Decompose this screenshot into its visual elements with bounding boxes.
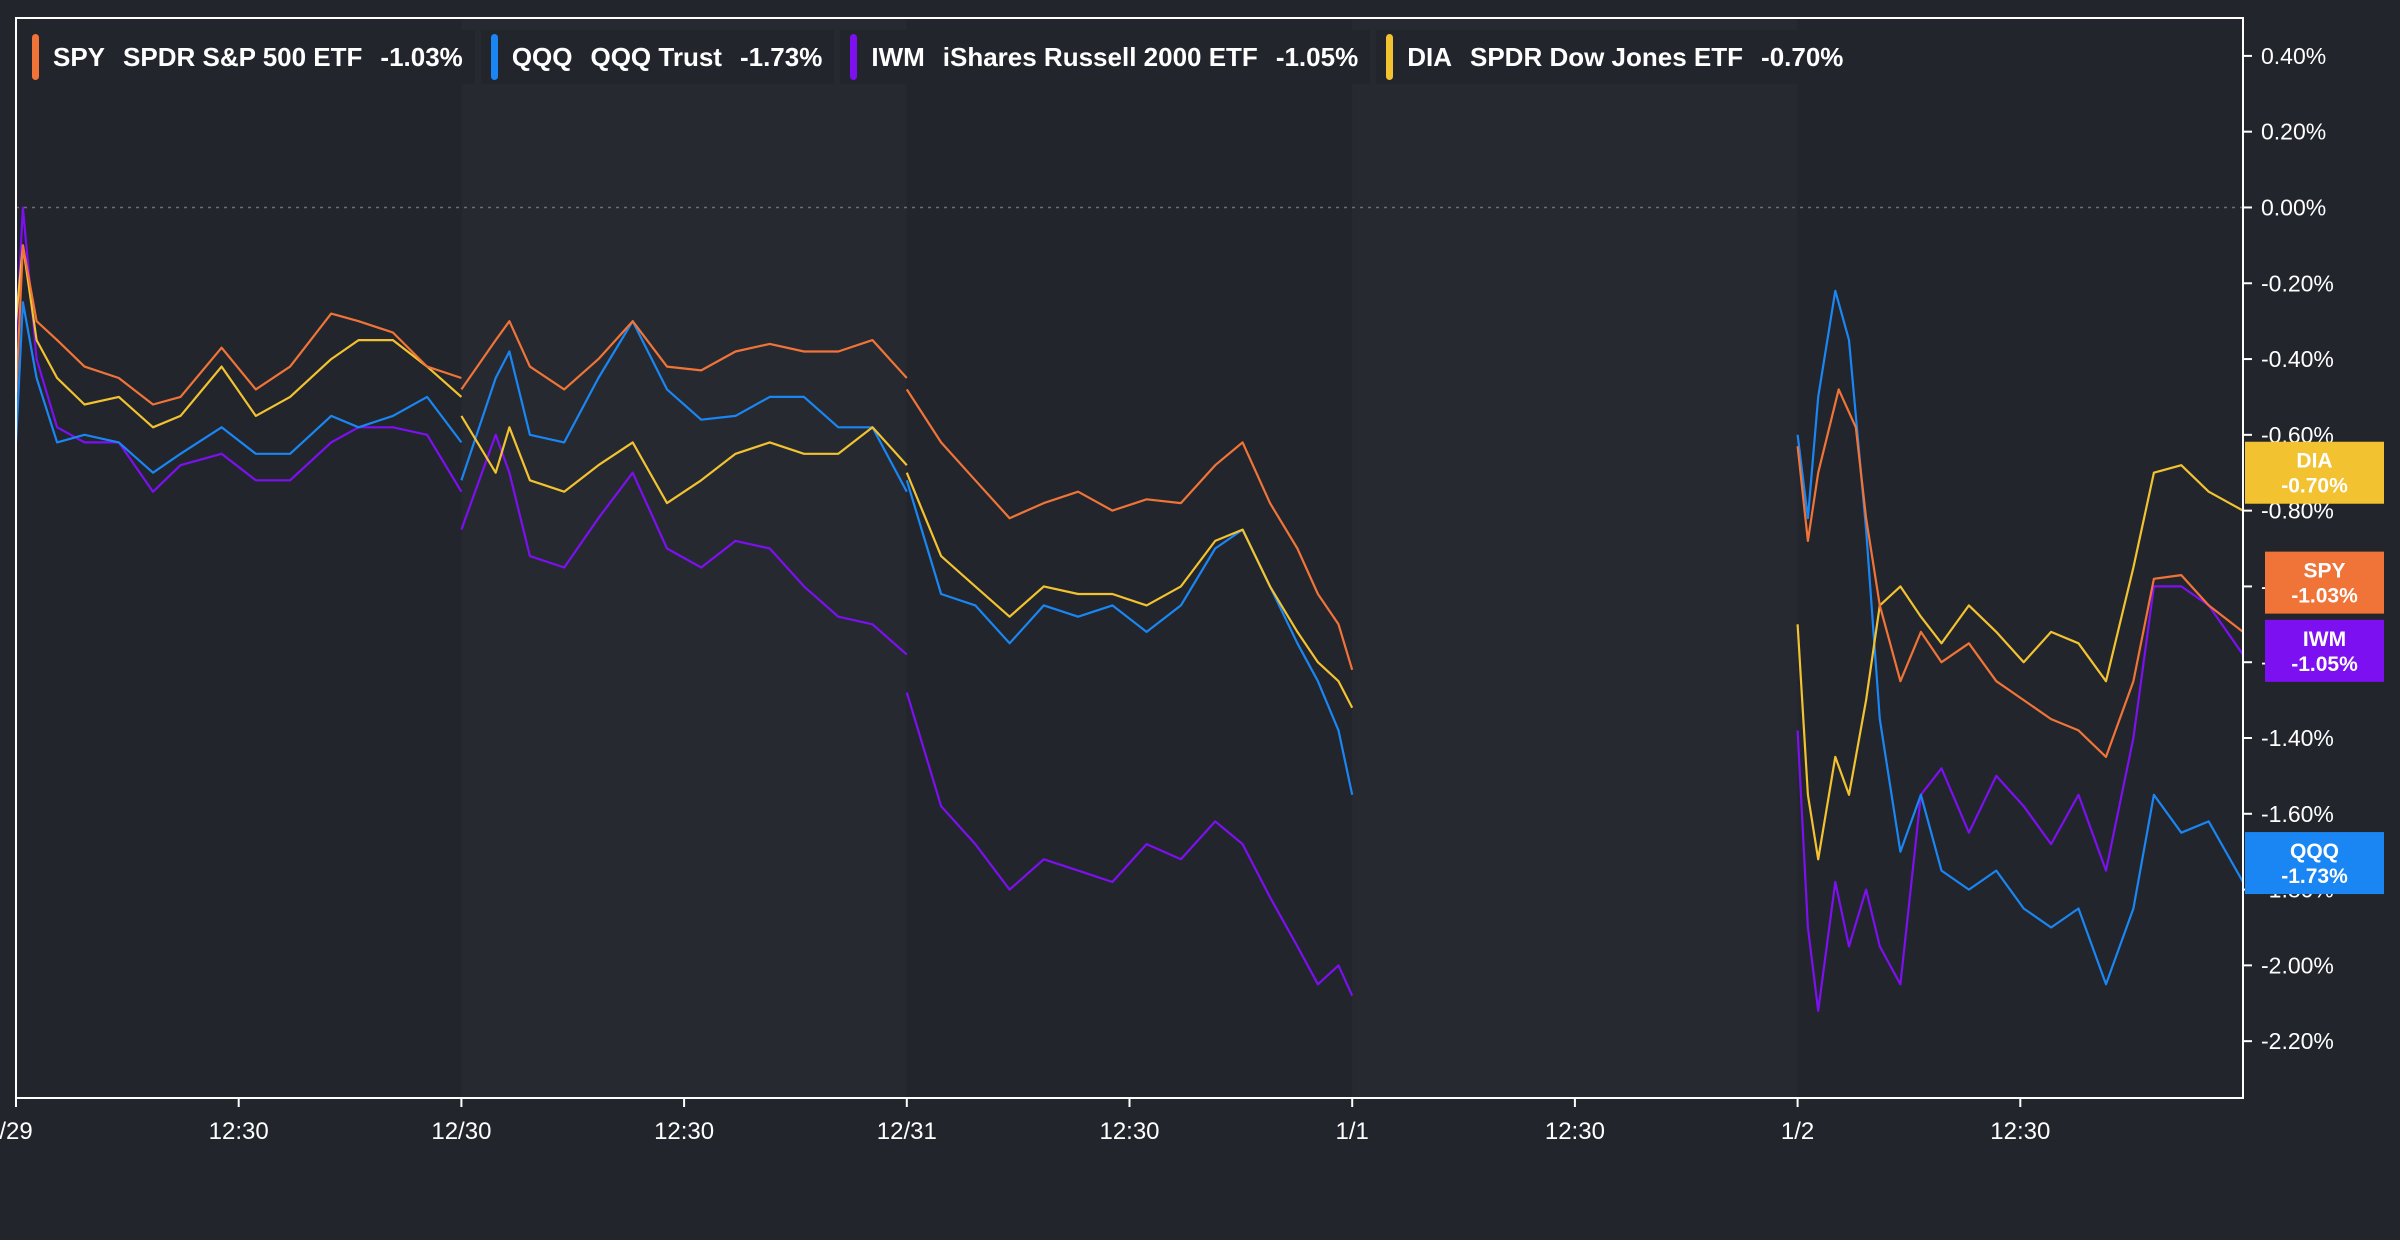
x-tick-label: 1/1 <box>1336 1118 1369 1145</box>
end-label-box <box>2245 832 2384 895</box>
end-label-symbol: SPY <box>2303 560 2345 583</box>
series-line-dia <box>1796 464 2244 861</box>
legend-swatch <box>850 34 858 80</box>
legend-item-dia[interactable]: DIA SPDR Dow Jones ETF -0.70% <box>1376 30 1856 84</box>
legend-name: SPDR S&P 500 ETF <box>123 41 363 72</box>
legend-change: -0.70% <box>1761 41 1844 72</box>
x-tick-label: 12/31 <box>877 1118 937 1145</box>
y-tick-label: 0.20% <box>2261 119 2326 145</box>
legend-symbol: SPY <box>53 41 106 72</box>
x-tick-label: /29 <box>0 1118 33 1145</box>
legend-swatch <box>32 34 39 80</box>
series-line-qqq <box>1796 289 2244 986</box>
legend-swatch <box>1386 34 1394 80</box>
end-label-box <box>2265 619 2384 682</box>
end-label-spy: SPY-1.03% <box>2265 551 2384 614</box>
x-tick-label: 12:30 <box>1990 1118 2050 1145</box>
legend-name: iShares Russell 2000 ETF <box>942 41 1258 72</box>
session-band <box>906 18 1353 1098</box>
series-line-dia <box>14 244 463 429</box>
legend-name: SPDR Dow Jones ETF <box>1469 41 1744 72</box>
series-line-qqq <box>14 301 463 474</box>
series-lines <box>14 206 2244 1012</box>
legend-change: -1.73% <box>739 41 823 72</box>
legend-name: QQQ Trust <box>590 41 722 72</box>
series-line-qqq <box>905 479 1354 796</box>
end-label-box <box>2245 441 2384 504</box>
series-line-dia <box>905 472 1354 709</box>
legend: SPY SPDR S&P 500 ETF -1.03% QQQ QQQ Trus… <box>22 30 1861 84</box>
y-tick-label: -1.40% <box>2261 725 2334 751</box>
y-tick-label: 0.00% <box>2261 194 2326 220</box>
session-band <box>1797 18 2243 1098</box>
end-label-value: -1.73% <box>2281 865 2348 888</box>
session-band <box>16 18 462 1098</box>
series-line-spy <box>905 388 1354 671</box>
x-tick-label: 12:30 <box>1545 1118 1605 1145</box>
x-tick-label: 1/2 <box>1781 1118 1814 1145</box>
series-line-iwm <box>460 433 908 656</box>
end-value-labels: DIA-0.70%SPY-1.03%IWM-1.05%QQQ-1.73% <box>2245 441 2384 895</box>
session-band <box>1352 18 1798 1098</box>
series-line-spy <box>1796 388 2244 758</box>
series-line-dia <box>460 415 908 505</box>
end-label-value: -1.03% <box>2291 585 2358 608</box>
series-line-iwm <box>905 692 1354 997</box>
x-tick-label: 12:30 <box>654 1118 714 1145</box>
series-line-iwm <box>14 206 463 493</box>
y-tick-label: -0.40% <box>2261 346 2334 372</box>
series-line-spy <box>14 244 462 406</box>
series-line-qqq <box>460 320 908 493</box>
end-label-symbol: QQQ <box>2290 840 2339 863</box>
y-tick-label: -2.00% <box>2261 952 2334 978</box>
series-line-iwm <box>1796 585 2244 1012</box>
legend-item-qqq[interactable]: QQQ QQQ Trust -1.73% <box>480 30 835 84</box>
end-label-value: -0.70% <box>2281 475 2348 498</box>
y-tick-label: -2.20% <box>2261 1028 2334 1054</box>
end-label-iwm: IWM-1.05% <box>2265 619 2384 682</box>
end-label-box <box>2265 551 2384 614</box>
y-tick-label: 0.40% <box>2261 43 2326 69</box>
legend-symbol: QQQ <box>511 41 573 72</box>
legend-symbol: IWM <box>871 41 925 72</box>
end-label-value: -1.05% <box>2291 653 2358 676</box>
legend-change: -1.05% <box>1275 41 1359 72</box>
legend-item-iwm[interactable]: IWM iShares Russell 2000 ETF -1.05% <box>840 30 1371 84</box>
end-label-symbol: IWM <box>2303 628 2346 651</box>
x-tick-label: 12:30 <box>1099 1118 1159 1145</box>
legend-change: -1.03% <box>380 41 463 72</box>
legend-swatch <box>490 34 498 80</box>
legend-symbol: DIA <box>1407 41 1452 72</box>
y-tick-label: -1.60% <box>2261 801 2334 827</box>
legend-item-spy[interactable]: SPY SPDR S&P 500 ETF -1.03% <box>22 30 475 84</box>
end-label-qqq: QQQ-1.73% <box>2245 832 2384 895</box>
end-label-dia: DIA-0.70% <box>2245 441 2384 504</box>
x-axis: /29 12:30 12/30 12:30 12/31 12:30 1/1 12:30 1/2 1… <box>0 1098 2050 1145</box>
x-tick-label: 12:30 <box>209 1118 269 1145</box>
x-tick-label: 12/30 <box>431 1118 491 1145</box>
end-label-symbol: DIA <box>2296 450 2332 473</box>
series-line-spy <box>460 320 908 391</box>
y-tick-label: -0.20% <box>2261 270 2334 296</box>
